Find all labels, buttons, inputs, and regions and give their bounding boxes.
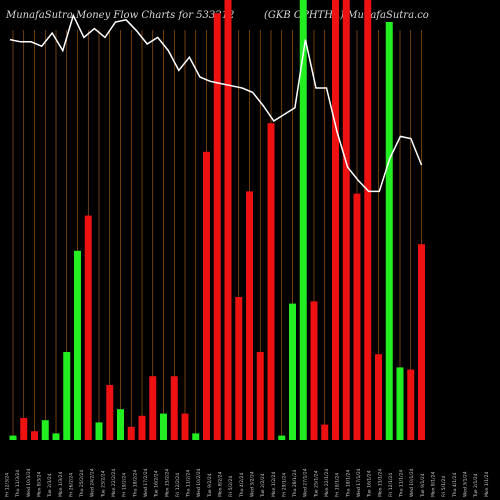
x-tick-label: Mon 1/1/24 <box>484 471 490 497</box>
x-tick-label: Wed 27/1/24 <box>303 468 309 497</box>
volume-bar <box>407 369 415 440</box>
x-tick-label: Wed 10/2/24 <box>196 468 202 497</box>
volume-bar <box>278 435 286 440</box>
x-tick-label: Mon 22/2/24 <box>111 469 117 497</box>
x-tick-label: Tue 25/1/24 <box>313 470 319 498</box>
x-tick-label: Mon 8/1/24 <box>431 471 437 497</box>
x-tick-label: Fri 12/3/24 <box>5 473 11 497</box>
volume-bar <box>106 385 114 440</box>
x-tick-label: Tue 2/3/24 <box>47 473 53 498</box>
x-tick-label: Tue 23/2/24 <box>100 470 106 498</box>
x-tick-label: Fri 19/1/24 <box>335 473 341 497</box>
volume-bar <box>213 13 221 440</box>
volume-bar <box>181 413 189 440</box>
volume-bar <box>9 435 17 440</box>
x-tick-label: Tue 16/1/24 <box>367 470 373 498</box>
volume-bar <box>224 0 232 440</box>
x-tick-label: Thu 11/2/24 <box>186 470 192 498</box>
volume-bar <box>192 433 200 440</box>
volume-bar <box>375 354 382 440</box>
x-tick-label: Wed 10/1/24 <box>409 468 415 497</box>
volume-bar <box>127 426 135 440</box>
volume-bar <box>385 22 393 440</box>
x-tick-label: Wed 17/1/24 <box>356 468 362 497</box>
x-tick-label: Wed 3/1/24 <box>462 471 468 497</box>
x-tick-label: Mon 15/1/24 <box>377 469 383 497</box>
volume-bar <box>353 193 361 440</box>
x-tick-label: Thu 4/1/24 <box>452 472 458 498</box>
volume-bar <box>95 422 103 440</box>
x-tick-label: Thu 25/2/24 <box>79 470 85 498</box>
volume-bar <box>138 415 146 440</box>
volume-bar <box>63 352 71 440</box>
volume-bar <box>31 431 38 440</box>
volume-bar <box>52 433 60 440</box>
x-tick-label: Mon 15/2/24 <box>164 469 170 497</box>
volume-bar <box>170 376 178 440</box>
volume-bar <box>20 418 28 440</box>
volume-bar <box>149 376 157 440</box>
money-flow-line <box>9 13 423 193</box>
volume-bar <box>342 0 350 440</box>
volume-bar <box>267 123 275 440</box>
x-tick-label: Thu 11/1/24 <box>399 470 405 498</box>
x-tick-label: Thu 28/1/24 <box>292 470 298 498</box>
volume-bar <box>117 409 124 440</box>
volume-bar <box>256 352 264 440</box>
volume-bar <box>332 0 339 440</box>
x-tick-label: Mon 22/1/24 <box>324 469 330 497</box>
x-tick-label: Mon 8/3/24 <box>37 471 43 497</box>
x-tick-label: Fri 5/2/24 <box>228 476 234 497</box>
volume-bar <box>160 413 167 440</box>
x-tick-label: Tue 2/1/24 <box>473 473 479 498</box>
x-tick-label: Fri 19/2/24 <box>122 473 128 497</box>
x-tick-label: Mon 1/3/24 <box>58 471 64 497</box>
volume-bar <box>321 424 329 440</box>
volume-bar <box>299 0 307 440</box>
x-tick-label: Thu 4/2/24 <box>239 472 245 498</box>
x-tick-label: Fri 12/2/24 <box>175 473 181 497</box>
x-tick-label: Tue 9/1/24 <box>420 473 426 498</box>
chart-title: MunafaSutra Money Flow Charts for 533212 <box>6 10 235 21</box>
volume-bar <box>41 420 49 440</box>
volume-bar <box>396 367 404 440</box>
x-tick-label: Mon 8/2/24 <box>218 471 224 497</box>
volume-bar <box>289 303 296 440</box>
x-tick-label: Thu 11/3/24 <box>15 470 21 498</box>
x-tick-label: Wed 3/2/24 <box>250 471 256 497</box>
x-tick-label: Mon 1/2/24 <box>271 471 277 497</box>
x-tick-label: Wed 10/3/24 <box>26 468 32 497</box>
x-tick-label: Thu 18/2/24 <box>132 470 138 498</box>
x-tick-label: Fri 26/2/24 <box>68 473 74 497</box>
volume-bar <box>84 215 92 440</box>
x-tick-label: Tue 16/2/24 <box>154 470 160 498</box>
volume-bar <box>364 0 372 440</box>
x-tick-label: Wed 24/2/24 <box>90 468 96 497</box>
x-tick-label: Fri 5/1/24 <box>441 476 447 497</box>
x-tick-label: Fri 12/1/24 <box>388 473 394 497</box>
x-tick-label: Wed 17/2/24 <box>143 468 149 497</box>
x-tick-label: Tue 9/2/24 <box>207 473 213 498</box>
x-tick-label: Thu 18/1/24 <box>345 470 351 498</box>
volume-bar <box>235 297 243 440</box>
volume-bar <box>74 250 81 440</box>
volume-bar <box>203 151 210 441</box>
volume-bar <box>310 301 318 440</box>
volume-bar <box>418 244 425 440</box>
volume-bar <box>246 191 253 440</box>
x-tick-label: Fri 29/1/24 <box>281 473 287 497</box>
x-tick-label: Tue 2/2/24 <box>260 473 266 498</box>
